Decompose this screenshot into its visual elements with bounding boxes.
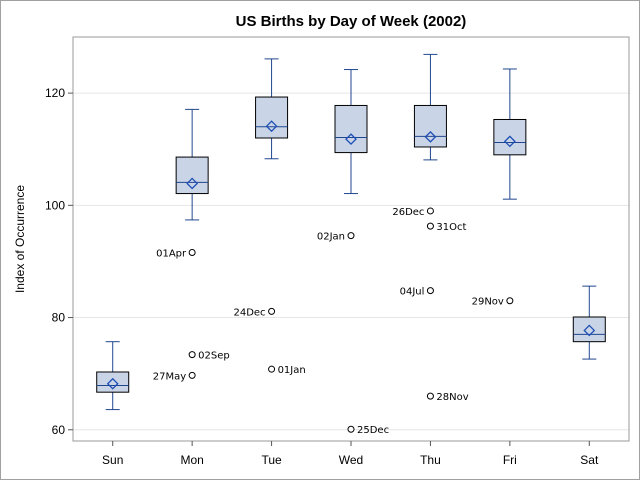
outlier-label: 29Nov	[472, 297, 504, 308]
chart-title: US Births by Day of Week (2002)	[236, 13, 467, 30]
outlier-marker	[347, 425, 355, 433]
outlier-marker	[506, 297, 514, 305]
outlier-marker	[268, 307, 276, 315]
box-iqr	[413, 104, 447, 148]
outlier-marker	[426, 287, 434, 295]
mean-marker	[265, 120, 278, 133]
outlier-label: 01Jan	[278, 365, 306, 376]
outlier-label: 27May	[153, 371, 186, 382]
box-wed	[334, 69, 368, 195]
outlier-marker	[426, 222, 434, 230]
outlier-marker	[268, 365, 276, 373]
outlier-label: 25Dec	[357, 425, 389, 436]
x-tick-label: Fri	[503, 453, 517, 467]
outlier-label: 01Apr	[156, 248, 187, 259]
x-tick-label: Tue	[261, 453, 282, 467]
mean-marker	[424, 130, 437, 143]
x-tick-label: Thu	[420, 453, 441, 467]
outlier-point: 24Dec	[233, 307, 276, 318]
x-tick-label: Sat	[580, 453, 599, 467]
outlier-label: 31Oct	[436, 222, 466, 233]
box-tue	[255, 58, 289, 160]
outlier-point: 26Dec	[392, 207, 434, 218]
mean-marker	[106, 377, 119, 390]
outlier-point: 02Jan	[317, 232, 355, 243]
outlier-marker	[188, 371, 196, 379]
box-thu	[413, 53, 447, 161]
outlier-point: 02Sep	[188, 351, 230, 362]
outlier-point: 31Oct	[426, 222, 467, 233]
mean-marker	[345, 133, 357, 146]
outlier-marker	[347, 232, 355, 240]
box-sun	[96, 341, 130, 411]
outlier-marker	[188, 248, 196, 256]
box-iqr	[175, 156, 209, 195]
box-sat	[572, 285, 606, 360]
outlier-point: 29Nov	[472, 297, 514, 308]
outlier-marker	[426, 392, 434, 400]
box-mon	[175, 108, 209, 221]
outlier-label: 04Jul	[400, 287, 425, 298]
axes: 60 80 100 120 Sun Mon Tue Wed Thu Fri Sat	[45, 36, 630, 467]
outlier-point: 25Dec	[347, 425, 389, 436]
box-iqr	[96, 371, 130, 393]
outlier-marker	[426, 207, 434, 215]
mean-marker	[583, 324, 596, 337]
box-iqr	[334, 104, 368, 154]
outlier-point: 27May	[153, 371, 196, 382]
boxes	[96, 53, 606, 411]
outlier-label: 26Dec	[392, 207, 424, 218]
outlier-marker	[188, 351, 196, 359]
y-axis-label: Index of Occurrence	[13, 185, 27, 293]
outlier-point: 01Jan	[268, 365, 306, 376]
x-tick-label: Mon	[180, 453, 203, 467]
outlier-label: 28Nov	[436, 392, 468, 403]
y-tick-label: 80	[52, 311, 66, 325]
outlier-point: 01Apr	[156, 248, 196, 259]
x-tick-label: Wed	[339, 453, 363, 467]
y-tick-label: 60	[52, 423, 66, 437]
outlier-label: 24Dec	[233, 307, 265, 318]
outliers: 01Apr 02Sep 27May 24Dec 01Jan 02Jan 25Dec 26Dec…	[153, 207, 514, 436]
mean-marker	[503, 135, 516, 148]
y-tick-label: 100	[45, 198, 65, 212]
outlier-point: 04Jul	[400, 287, 434, 298]
outlier-label: 02Jan	[317, 232, 345, 243]
y-tick-label: 120	[45, 86, 65, 100]
x-tick-label: Sun	[102, 453, 123, 467]
outlier-point: 28Nov	[426, 392, 469, 403]
outlier-label: 02Sep	[198, 351, 230, 362]
box-iqr	[572, 316, 606, 343]
mean-marker	[186, 177, 199, 190]
box-fri	[493, 68, 527, 200]
